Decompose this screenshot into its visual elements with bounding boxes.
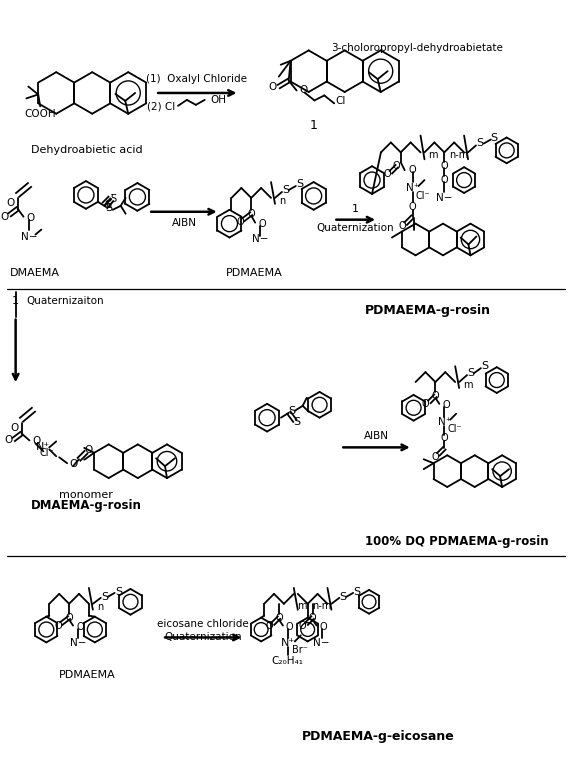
Text: S: S (293, 416, 300, 426)
Text: Cl⁻: Cl⁻ (415, 191, 430, 201)
Text: O: O (5, 436, 13, 446)
Text: S: S (282, 185, 289, 195)
Text: O: O (440, 161, 448, 171)
Text: S: S (340, 592, 347, 602)
Text: O: O (409, 202, 416, 212)
Text: S: S (101, 592, 108, 602)
Text: O: O (269, 82, 277, 92)
Text: Cl⁻: Cl⁻ (39, 448, 53, 458)
Text: S: S (354, 587, 360, 597)
Text: n: n (97, 601, 103, 611)
Text: (1)  Oxalyl Chloride: (1) Oxalyl Chloride (146, 74, 247, 84)
Text: N−: N− (252, 234, 269, 244)
Text: O: O (320, 621, 327, 631)
Text: n-m: n-m (449, 150, 469, 160)
Text: O: O (236, 217, 244, 227)
Text: S: S (476, 139, 483, 149)
Text: O: O (265, 621, 273, 631)
Text: PDMAEMA: PDMAEMA (226, 268, 282, 278)
Text: O: O (247, 209, 255, 219)
Text: O: O (393, 161, 401, 171)
Text: N⁺: N⁺ (406, 183, 419, 193)
Text: O: O (299, 621, 307, 631)
Text: O: O (432, 453, 439, 463)
Text: eicosane chloride: eicosane chloride (157, 618, 249, 628)
Text: O: O (383, 169, 391, 179)
Text: S: S (467, 368, 475, 378)
Text: O: O (286, 621, 293, 631)
Text: PDMAEMA-g-eicosane: PDMAEMA-g-eicosane (301, 730, 455, 743)
Text: S: S (115, 587, 122, 597)
Text: S: S (296, 179, 303, 189)
Text: m: m (297, 601, 307, 611)
Text: O: O (1, 212, 9, 222)
Text: AIBN: AIBN (363, 432, 389, 442)
Text: O: O (69, 460, 77, 470)
Text: O: O (422, 399, 429, 409)
Text: COOH: COOH (24, 109, 56, 120)
Text: S: S (104, 200, 111, 210)
Text: Cl: Cl (335, 96, 346, 106)
Text: O: O (440, 175, 448, 185)
Text: S: S (105, 203, 113, 213)
Text: N−: N− (21, 231, 38, 241)
Text: monomer: monomer (59, 490, 113, 500)
Text: N−: N− (313, 638, 330, 648)
Text: N⁺: N⁺ (281, 638, 295, 648)
Text: m: m (463, 380, 472, 390)
Text: N−: N− (70, 638, 86, 648)
Text: S̅: S̅ (111, 194, 117, 204)
Text: N⁺: N⁺ (437, 416, 451, 426)
Text: 100% DQ PDMAEMA-g-rosin: 100% DQ PDMAEMA-g-rosin (365, 535, 549, 548)
Text: O: O (33, 436, 41, 446)
Text: S: S (288, 406, 296, 416)
Text: O: O (85, 446, 93, 456)
Text: n: n (279, 196, 285, 206)
Text: OH: OH (211, 95, 227, 105)
Text: O: O (65, 613, 73, 623)
Text: N−: N− (436, 193, 452, 203)
Text: N⁺: N⁺ (36, 443, 51, 453)
Text: Br⁻: Br⁻ (292, 645, 308, 655)
Text: 3-choloropropyl-dehydroabietate: 3-choloropropyl-dehydroabietate (332, 43, 503, 53)
Text: AIBN: AIBN (172, 217, 196, 227)
Text: 1: 1 (352, 204, 359, 214)
Text: O: O (309, 613, 316, 623)
Text: O: O (275, 613, 283, 623)
Text: O: O (440, 433, 448, 443)
Text: DMAEMA-g-rosin: DMAEMA-g-rosin (30, 500, 141, 512)
Text: O: O (6, 198, 15, 208)
Text: O: O (300, 86, 308, 96)
Text: O: O (432, 391, 439, 401)
Text: Dehydroabietic acid: Dehydroabietic acid (32, 146, 143, 156)
Text: Cl⁻: Cl⁻ (448, 423, 463, 433)
Text: (2) Cl: (2) Cl (147, 102, 175, 112)
Text: S: S (490, 133, 497, 143)
Text: O: O (10, 423, 18, 433)
Text: DMAEMA: DMAEMA (9, 268, 60, 278)
Text: O: O (399, 221, 406, 231)
Text: O: O (76, 621, 84, 631)
Text: m: m (428, 150, 437, 160)
Text: O: O (55, 621, 62, 631)
Text: 1: 1 (11, 296, 19, 306)
Text: Quaternization: Quaternization (164, 632, 242, 642)
Text: PDMAEMA: PDMAEMA (59, 670, 115, 680)
Text: n-m: n-m (312, 601, 331, 611)
Text: C₂₀H₄₁: C₂₀H₄₁ (272, 656, 304, 666)
Text: O: O (26, 213, 35, 223)
Text: 1: 1 (310, 119, 317, 132)
Text: PDMAEMA-g-rosin: PDMAEMA-g-rosin (364, 305, 490, 317)
Text: S: S (482, 361, 488, 371)
Text: O: O (443, 400, 450, 410)
Text: O: O (409, 165, 416, 175)
Text: O: O (258, 219, 266, 229)
Text: Quaternization: Quaternization (316, 223, 394, 233)
Text: Quaternizaiton: Quaternizaiton (26, 296, 104, 306)
